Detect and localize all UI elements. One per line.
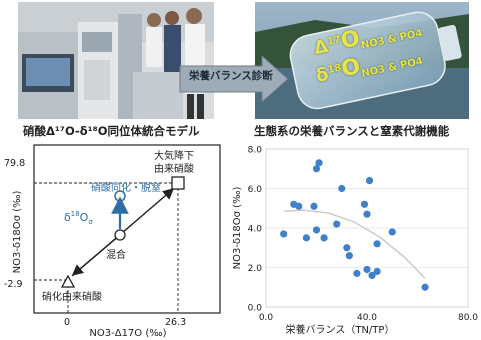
lower-endmember-label: 硝化由来硝酸 — [42, 290, 102, 303]
mixing-label: 混合 — [106, 248, 126, 261]
y-tick-label: 2.0 — [248, 264, 263, 274]
scatter-point — [360, 200, 369, 208]
x-tick-label: 80.0 — [458, 313, 478, 323]
y-tick-label: 6.0 — [248, 185, 263, 195]
x-tick-label: 0.0 — [259, 313, 274, 323]
scatter-x-axis-label: 栄養バランス（TN/TP） — [286, 323, 395, 336]
model-frame — [33, 144, 221, 314]
x-tick-label: 40.0 — [357, 313, 377, 323]
lab-photo — [18, 2, 214, 119]
delta-label: δ18Oσ — [64, 210, 93, 226]
upper-endmember-label-2: 由来硝酸 — [154, 162, 194, 175]
scatter-point — [343, 244, 351, 252]
x-right-label: 26.3 — [165, 317, 186, 328]
scatter-point — [312, 165, 321, 173]
assimilation-label: 硝酸同化・脱窒 — [91, 181, 161, 194]
y-bottom-label: -2.9 — [4, 279, 23, 290]
scatter-point — [353, 269, 361, 278]
scatter-point — [312, 226, 321, 234]
scatter-point — [365, 177, 374, 185]
isotope-model-diagram: 79.8 -2.9 0 26.3 NO3-δ18Oσ (‰) NO3-Δ17O … — [4, 144, 221, 339]
scatter-point — [302, 234, 310, 242]
diagnosis-arrow — [179, 56, 289, 102]
scatter-point — [315, 159, 323, 167]
right-caption: 生態系の栄養バランスと窒素代謝機能 — [254, 124, 450, 138]
y-tick-label: 4.0 — [248, 225, 263, 235]
scatter-point — [295, 202, 303, 210]
scatter-point — [310, 202, 318, 210]
scatter-point — [388, 228, 396, 236]
scatter-point — [345, 252, 353, 260]
scatter-point — [338, 184, 346, 193]
scatter-chart: 0.0 2.0 4.0 6.0 8.0 0.0 40.0 80.0 NO3-δ18Oσ (‰… — [232, 146, 478, 337]
scatter-point — [333, 220, 341, 228]
plot-frame — [265, 148, 469, 308]
scatter-point — [320, 234, 328, 242]
scatter-point — [368, 271, 376, 279]
upper-endmember-label-1: 大気降下 — [154, 149, 194, 162]
atmospheric-endmember-square — [171, 176, 185, 190]
y-top-label: 79.8 — [4, 158, 25, 169]
mixing-line-back — [71, 234, 121, 276]
y-tick-label: 0.0 — [248, 304, 263, 314]
mixture-point — [114, 229, 126, 241]
trend-line — [283, 209, 426, 279]
scatter-point — [363, 265, 371, 274]
model-y-axis-label: NO3-δ18Oσ (‰) — [12, 191, 23, 274]
scatter-y-axis-label: NO3-δ18Oσ (‰) — [232, 187, 243, 270]
left-caption: 硝酸Δ¹⁷O-δ¹⁸O同位体統合モデル — [23, 124, 200, 138]
nitrification-endmember-triangle — [60, 274, 76, 288]
x-left-label: 0 — [64, 317, 70, 328]
model-x-axis-label: NO3-Δ17O (‰) — [89, 328, 166, 339]
scatter-point — [280, 230, 288, 238]
scatter-point — [421, 283, 429, 291]
bottle-photo: Δ17ONO3 & PO4 δ18ONO3 & PO4 — [255, 2, 469, 119]
y-tick-label: 8.0 — [248, 146, 263, 156]
scatter-point — [373, 267, 381, 276]
scatter-point — [363, 210, 371, 218]
arrow-label: 栄養バランス診断 — [189, 70, 273, 82]
scatter-point — [373, 240, 381, 248]
